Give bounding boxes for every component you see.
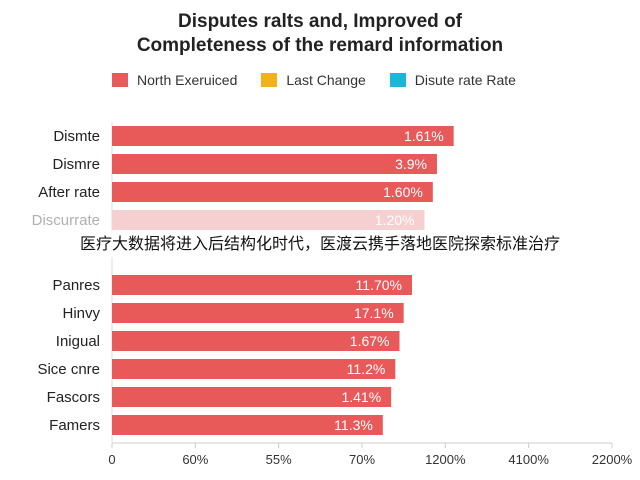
bar: [112, 303, 404, 323]
category-label: Fascors: [47, 389, 100, 406]
bar: [112, 387, 392, 407]
category-label: Famers: [49, 417, 100, 434]
category-label: Sice cnre: [37, 361, 100, 378]
x-tick-label: 1200%: [425, 452, 466, 467]
legend-label: Disute rate Rate: [414, 72, 516, 88]
legend-item: North Exeruiced: [112, 72, 237, 88]
chart-title-line2: Completeness of the remard information: [136, 35, 504, 56]
legend-label: North Exeruiced: [137, 72, 238, 88]
x-tick-label: 55%: [266, 452, 292, 467]
data-label: 1.61%: [404, 128, 444, 144]
legend-swatch: [112, 73, 128, 87]
bar: [112, 126, 454, 146]
category-label: Hinvy: [62, 305, 100, 322]
legend-item: Last Change: [261, 72, 366, 88]
category-label: Inigual: [56, 333, 100, 350]
x-tick-label: 2200%: [592, 452, 633, 467]
data-label: 11.3%: [334, 417, 373, 433]
overlay-caption: 医疗大数据将进入后结构化时代，医渡云携手落地医院探索标准治疗: [0, 231, 640, 257]
data-label: 11.2%: [347, 361, 386, 377]
data-label: 1.67%: [350, 333, 390, 349]
x-tick-label: 4100%: [508, 452, 549, 467]
category-label: Panres: [52, 277, 100, 294]
legend-swatch: [389, 73, 406, 87]
bar: [112, 415, 383, 435]
legend-item: Disute rate Rate: [389, 72, 516, 88]
category-label: Dismre: [53, 156, 101, 173]
legend-label: Last Change: [286, 72, 366, 88]
category-label: Discurrate: [32, 212, 100, 229]
bar: [112, 359, 396, 379]
data-label: 1.20%: [375, 212, 415, 228]
bar: [112, 154, 437, 174]
bar: [112, 210, 425, 230]
x-tick-label: 0: [108, 452, 115, 467]
data-label: 1.41%: [341, 389, 381, 405]
category-label: Dismte: [53, 128, 100, 145]
x-tick-label: 60%: [182, 452, 208, 467]
data-label: 11.70%: [356, 277, 402, 293]
legend: North Exeruiced Last Change Disute rate …: [112, 72, 540, 88]
data-label: 1.60%: [383, 184, 423, 200]
category-label: After rate: [38, 184, 100, 201]
x-tick-label: 70%: [349, 452, 375, 467]
chart-title-line1: Disputes ralts and, Improved of: [178, 11, 462, 32]
bar: [112, 182, 433, 202]
data-label: 3.9%: [395, 156, 427, 172]
data-label: 17.1%: [354, 305, 394, 321]
legend-swatch: [261, 73, 278, 87]
bar: [112, 275, 412, 295]
bar: [112, 331, 400, 351]
